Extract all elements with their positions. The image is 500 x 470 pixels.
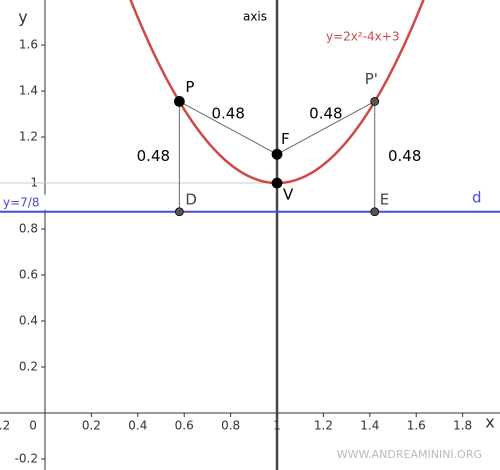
x-tick-label: 0.2 bbox=[82, 418, 101, 432]
point bbox=[173, 96, 185, 107]
y-tick-label: 0.6 bbox=[19, 268, 38, 282]
x-axis-label: x bbox=[485, 412, 494, 431]
parabola bbox=[129, 0, 425, 185]
point-label: V bbox=[283, 186, 294, 204]
x-tick-label: 0 bbox=[29, 418, 37, 432]
y-tick-label: 0.8 bbox=[19, 222, 38, 236]
y-tick-label: 1.4 bbox=[19, 84, 38, 98]
y-tick-label: 1.2 bbox=[19, 130, 38, 144]
point bbox=[174, 207, 184, 217]
directrix-label-bg bbox=[0, 194, 46, 210]
y-axis-label: y bbox=[18, 8, 27, 27]
point bbox=[370, 207, 380, 217]
x-tick-label: 1.4 bbox=[360, 418, 379, 432]
distance-label: 0.48 bbox=[309, 104, 342, 122]
segment bbox=[276, 100, 375, 155]
distance-label: 0.48 bbox=[137, 147, 170, 165]
point bbox=[271, 177, 283, 189]
point-label: P bbox=[185, 78, 194, 96]
point bbox=[370, 97, 380, 106]
point bbox=[271, 148, 283, 160]
y-tick-label: 0.4 bbox=[19, 313, 38, 327]
distance-label: 0.48 bbox=[388, 147, 421, 165]
x-tick-label: 1.2 bbox=[314, 418, 333, 432]
y-tick-label: 1.6 bbox=[19, 38, 38, 52]
x-tick-label: 1.6 bbox=[407, 418, 426, 432]
point-label: D bbox=[185, 190, 197, 208]
segment bbox=[179, 100, 278, 155]
y-tick-label: 0.2 bbox=[19, 359, 38, 373]
point-label: F bbox=[281, 130, 290, 148]
axis-label: axis bbox=[243, 10, 267, 24]
x-tick-label: 0.6 bbox=[175, 418, 194, 432]
directrix-name: d bbox=[472, 188, 482, 206]
x-tick-label: 0.4 bbox=[128, 418, 147, 432]
x-tick-label: 0.8 bbox=[221, 418, 240, 432]
watermark: WWW.ANDREAMININI.ORG bbox=[337, 448, 482, 461]
y-tick-label: -0.2 bbox=[15, 451, 38, 465]
directrix-equation: y=7/8 bbox=[3, 195, 39, 209]
x-tick-label: -0.2 bbox=[0, 418, 10, 432]
point-label: E bbox=[380, 190, 389, 208]
x-tick-label: 1.8 bbox=[453, 418, 472, 432]
point-label: P' bbox=[365, 70, 378, 88]
distance-label: 0.48 bbox=[211, 104, 244, 122]
curve-label: y=2x²-4x+3 bbox=[326, 30, 399, 44]
